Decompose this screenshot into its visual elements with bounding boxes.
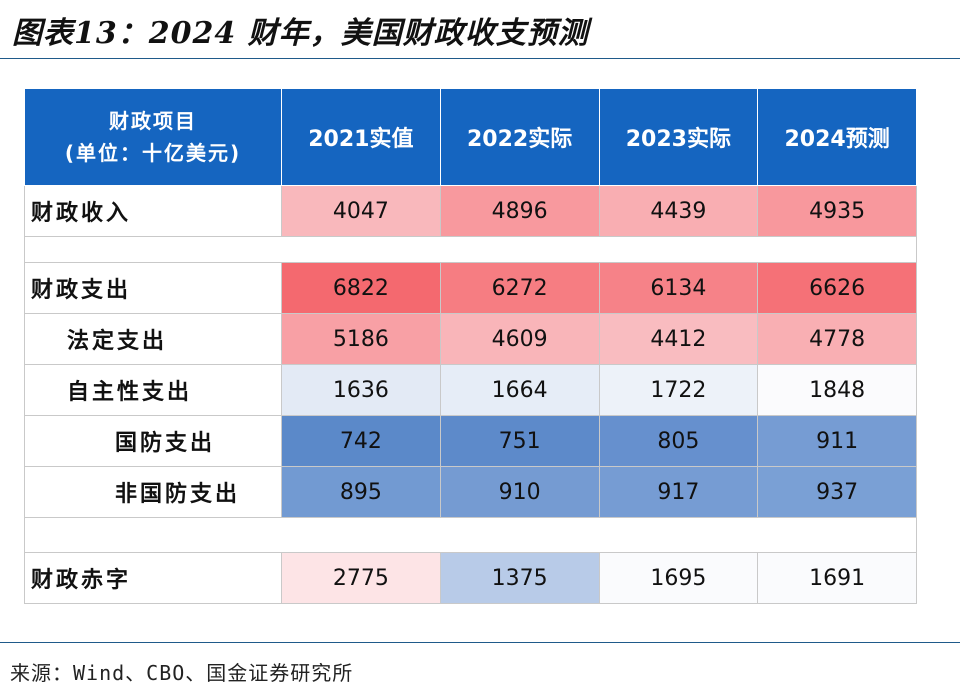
value-cell: 6134 <box>598 262 759 314</box>
value-cell: 4896 <box>439 185 600 237</box>
value-cell: 6626 <box>757 262 917 314</box>
row-label: 财政赤字 <box>24 552 282 604</box>
table-body: 财政收入 4047 4896 4439 4935 财政支出 6822 6272 6134 6626… <box>24 185 917 604</box>
table-gap-row <box>24 517 917 553</box>
row-label: 自主性支出 <box>24 364 282 416</box>
page-title: 图表13：2024 财年，美国财政收支预测 <box>12 16 589 51</box>
top-divider <box>0 58 960 59</box>
gap-cell <box>24 517 917 553</box>
table-row: 国防支出 742 751 805 911 <box>24 415 917 467</box>
header-col-2022: 2022实际 <box>439 88 600 186</box>
value-cell: 1636 <box>281 364 441 416</box>
value-cell: 937 <box>757 466 917 518</box>
table-row: 财政收入 4047 4896 4439 4935 <box>24 185 917 237</box>
header-label-line2: (单位：十亿美元) <box>64 141 242 165</box>
value-cell: 1695 <box>598 552 759 604</box>
table-row: 自主性支出 1636 1664 1722 1848 <box>24 364 917 416</box>
value-cell: 917 <box>598 466 759 518</box>
table-row: 财政赤字 2775 1375 1695 1691 <box>24 552 917 604</box>
value-cell: 4778 <box>757 313 917 365</box>
source-note: 来源：Wind、CBO、国金证券研究所 <box>10 661 354 685</box>
value-cell: 1375 <box>439 552 600 604</box>
table-gap-row <box>24 236 917 263</box>
header-col-2023: 2023实际 <box>598 88 759 186</box>
header-col-2024: 2024预测 <box>757 88 917 186</box>
row-label: 财政收入 <box>24 185 282 237</box>
value-cell: 911 <box>757 415 917 467</box>
table-row: 法定支出 5186 4609 4412 4778 <box>24 313 917 365</box>
gap-cell <box>24 236 917 263</box>
row-label: 财政支出 <box>24 262 282 314</box>
value-cell: 742 <box>281 415 441 467</box>
value-cell: 6272 <box>439 262 600 314</box>
value-cell: 895 <box>281 466 441 518</box>
value-cell: 4412 <box>598 313 759 365</box>
value-cell: 1664 <box>439 364 600 416</box>
row-label: 国防支出 <box>24 415 282 467</box>
header-col-2021: 2021实值 <box>281 88 441 186</box>
value-cell: 6822 <box>281 262 441 314</box>
row-label: 法定支出 <box>24 313 282 365</box>
value-cell: 1848 <box>757 364 917 416</box>
bottom-divider <box>0 642 960 643</box>
value-cell: 4609 <box>439 313 600 365</box>
header-label-cell: 财政项目 (单位：十亿美元) <box>24 88 282 186</box>
value-cell: 751 <box>439 415 600 467</box>
value-cell: 5186 <box>281 313 441 365</box>
table-row: 财政支出 6822 6272 6134 6626 <box>24 262 917 314</box>
value-cell: 2775 <box>281 552 441 604</box>
row-label: 非国防支出 <box>24 466 282 518</box>
value-cell: 1691 <box>757 552 917 604</box>
value-cell: 805 <box>598 415 759 467</box>
table-row: 非国防支出 895 910 917 937 <box>24 466 917 518</box>
value-cell: 910 <box>439 466 600 518</box>
value-cell: 4439 <box>598 185 759 237</box>
value-cell: 1722 <box>598 364 759 416</box>
header-label-line1: 财政项目 <box>109 109 197 133</box>
value-cell: 4935 <box>757 185 917 237</box>
budget-table: 财政项目 (单位：十亿美元) 2021实值 2022实际 2023实际 2024… <box>24 88 917 604</box>
value-cell: 4047 <box>281 185 441 237</box>
table-header-row: 财政项目 (单位：十亿美元) 2021实值 2022实际 2023实际 2024… <box>24 88 917 186</box>
